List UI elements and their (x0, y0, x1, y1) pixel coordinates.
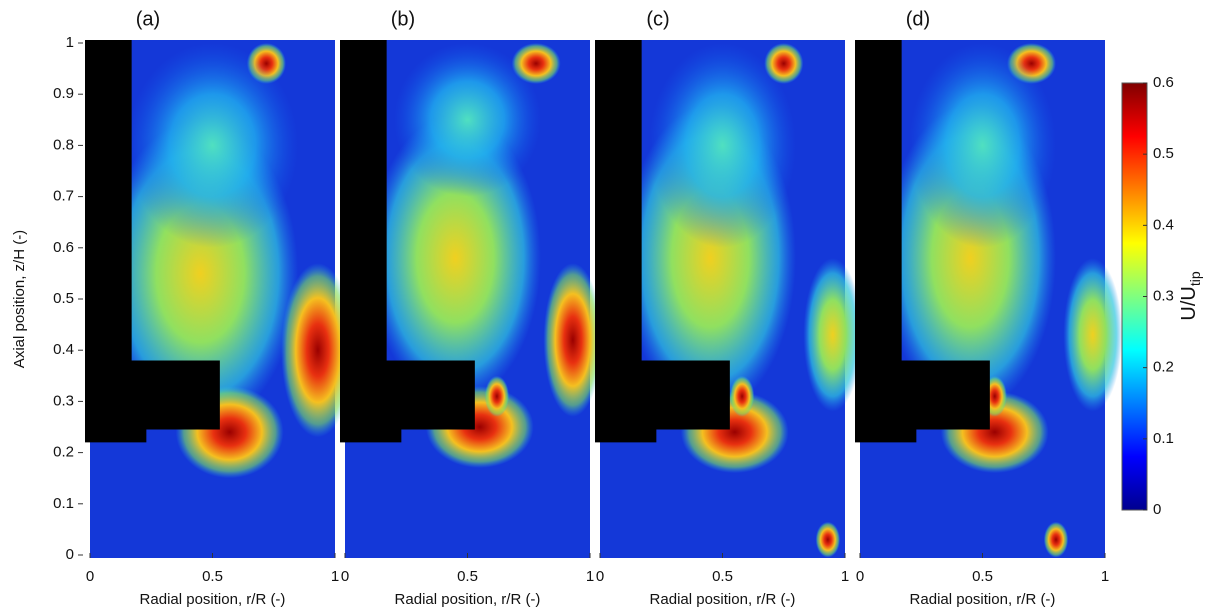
colorbar-tick-label: 0.6 (1153, 74, 1174, 91)
x-axis-label: Radial position, r/R (-) (910, 591, 1056, 608)
y-tick-label: 0.4 (53, 341, 74, 358)
impeller-shaft (340, 40, 475, 443)
x-tick-label: 0 (596, 568, 604, 585)
y-tick-label: 0.9 (53, 85, 74, 102)
velocity-region (1063, 258, 1123, 412)
velocity-region (729, 375, 755, 417)
velocity-region (815, 521, 841, 558)
y-tick-label: 0 (66, 546, 74, 563)
x-axis-label: Radial position, r/R (-) (140, 591, 286, 608)
x-tick-label: 0 (86, 568, 94, 585)
colorbar-tick-label: 0.2 (1153, 359, 1174, 376)
x-tick-label: 0.5 (202, 568, 223, 585)
impeller-shaft (855, 40, 990, 443)
colorbar (1121, 82, 1148, 511)
velocity-region (126, 42, 299, 248)
x-tick-label: 0 (341, 568, 349, 585)
panel: (b) 0 0.5 1 Radial position, r/R (-) (340, 8, 603, 608)
colorbar-label-main: U/U (1178, 286, 1200, 320)
impeller-shaft (85, 40, 220, 443)
panel-label: (d) (906, 8, 930, 30)
panel-label: (a) (136, 8, 160, 30)
x-tick-label: 1 (586, 568, 594, 585)
y-tick-label: 0.5 (53, 290, 74, 307)
colorbar-label-subscript: tip (1187, 271, 1203, 286)
colorbar-tick-label: 0.1 (1153, 430, 1174, 447)
panel: (c) 0 0.5 1 Radial position, r/R (-) (595, 8, 863, 608)
x-tick-label: 1 (841, 568, 849, 585)
colorbar-tick-label: 0.4 (1153, 216, 1174, 233)
y-tick-label: 0.7 (53, 188, 74, 205)
colorbar-tick-label: 0 (1153, 501, 1161, 518)
velocity-region (1043, 521, 1069, 558)
y-tick-label: 0.6 (53, 239, 74, 256)
colorbar-tick-label: 0.3 (1153, 287, 1174, 304)
velocity-region (543, 263, 603, 417)
panel-label: (c) (646, 8, 669, 30)
velocity-region (484, 375, 510, 417)
impeller-shaft (595, 40, 730, 443)
colorbar-label: U/Utip (1178, 271, 1202, 320)
panel: (d) 0 0.5 1 Radial position, r/R (-) (855, 8, 1123, 608)
velocity-region (394, 43, 541, 197)
velocity-region (803, 258, 863, 412)
velocity-region (281, 263, 355, 438)
y-tick-label: 0.8 (53, 136, 74, 153)
y-tick-label: 0.3 (53, 392, 74, 409)
x-tick-label: 0.5 (712, 568, 733, 585)
x-axis-label: Radial position, r/R (-) (650, 591, 796, 608)
x-tick-label: 1 (1101, 568, 1109, 585)
x-axis-label: Radial position, r/R (-) (395, 591, 541, 608)
x-tick-label: 1 (331, 568, 339, 585)
x-tick-label: 0 (856, 568, 864, 585)
x-tick-label: 0.5 (972, 568, 993, 585)
y-axis-label: Axial position, z/H (-) (11, 230, 28, 368)
y-tick-label: 0.2 (53, 444, 74, 461)
colorbar-tick-label: 0.5 (1153, 145, 1174, 162)
x-tick-label: 0.5 (457, 568, 478, 585)
y-tick-label: 1 (66, 34, 74, 51)
panel-label: (b) (391, 8, 415, 30)
y-tick-label: 0.1 (53, 495, 74, 512)
velocity-region (649, 42, 796, 248)
velocity-region (909, 42, 1056, 248)
panel: (a) 0 0.5 1 Radial position, r/R (-) 0 0.1 0.2 0… (11, 8, 355, 608)
